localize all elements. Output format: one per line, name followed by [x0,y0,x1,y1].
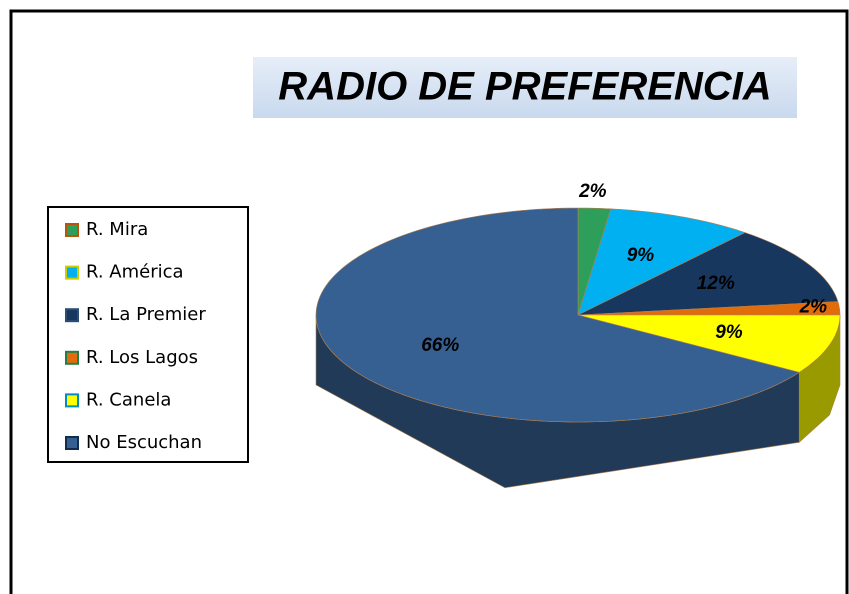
legend-label: R. Canela [86,389,171,410]
pie-slice [315,207,800,423]
legend-label: R. América [86,262,184,283]
legend-swatch [65,350,79,365]
legend-swatch [65,393,79,408]
data-label: 9% [627,245,655,266]
legend-label: R. Los Lagos [86,347,198,368]
legend-swatch [65,308,79,323]
data-label: 12% [697,273,735,294]
pie-slice [577,232,839,316]
legend-label: R. Mira [86,219,148,240]
legend [47,206,249,463]
data-label: 2% [799,296,828,317]
frame [9,9,849,594]
legend-label: R. La Premier [86,304,206,325]
title-box [253,57,797,118]
data-label: 2% [578,181,607,202]
legend-swatch [65,436,79,450]
legend-label: No Escuchan [86,432,202,453]
pie-slice [577,208,746,316]
chart-title: RADIO DE PREFERENCIA [278,65,771,109]
legend-swatch [65,223,79,237]
data-label: 66% [421,335,459,356]
pie-slice [577,314,841,373]
pie-slice [577,301,841,316]
legend-swatch [65,265,79,280]
data-label: 9% [715,322,743,343]
